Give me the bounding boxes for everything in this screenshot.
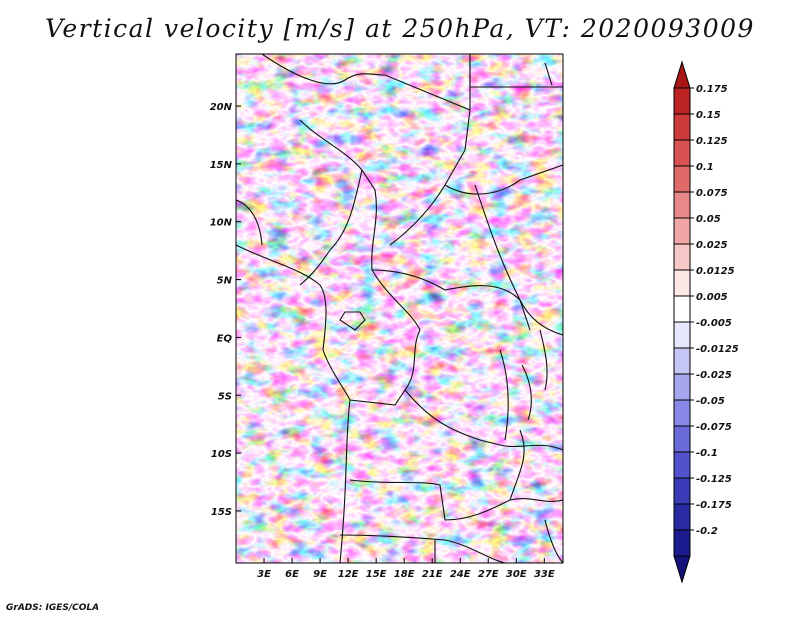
colorbar-label: -0.075 xyxy=(696,422,732,433)
country-borders xyxy=(236,54,563,563)
colorbar-label: 0.15 xyxy=(696,110,721,121)
border-line xyxy=(236,244,351,401)
border-line xyxy=(519,299,563,336)
map-frame xyxy=(235,53,564,564)
lat-tick-label: 15N xyxy=(210,160,233,171)
lat-tick-label: 15S xyxy=(211,507,232,518)
border-line xyxy=(389,54,471,246)
colorbar-label: 0.075 xyxy=(696,188,728,199)
colorbar-swatch xyxy=(673,373,691,401)
chart-title: Vertical velocity [m/s] at 250hPa, VT: 2… xyxy=(45,14,755,43)
colorbar-swatch xyxy=(673,87,691,115)
colorbar-swatch xyxy=(673,139,691,167)
colorbar-label: 0.025 xyxy=(696,240,728,251)
colorbar-swatch xyxy=(673,503,691,531)
border-line xyxy=(544,62,553,86)
lon-tick-label: 27E xyxy=(478,569,499,580)
lat-tick-label: 10S xyxy=(211,449,232,460)
border-line xyxy=(521,364,532,421)
colorbar-label: -0.025 xyxy=(696,370,732,381)
longitude-axis: 3E 6E 9E 12E 15E 18E 21E 24E 27E 30E 33E xyxy=(257,558,555,580)
latitude-axis: 20N 15N 10N 5N EQ 5S 10S 15S xyxy=(210,102,241,518)
colorbar-label: -0.0125 xyxy=(696,344,739,355)
lat-tick-label: 20N xyxy=(210,102,233,113)
colorbar-label: -0.005 xyxy=(696,318,732,329)
border-line xyxy=(544,519,563,563)
colorbar-label: -0.125 xyxy=(696,474,732,485)
colorbar-swatch xyxy=(673,113,691,141)
lon-tick-label: 21E xyxy=(422,569,443,580)
colorbar-swatch xyxy=(673,217,691,245)
border-line xyxy=(261,54,471,111)
lon-tick-label: 30E xyxy=(506,569,527,580)
colorbar-swatch xyxy=(673,529,691,557)
colorbar-swatch xyxy=(673,477,691,505)
border-line xyxy=(469,54,563,88)
lat-tick-label: 10N xyxy=(210,218,233,229)
colorbar-swatch xyxy=(673,295,691,323)
lon-tick-label: 3E xyxy=(257,569,271,580)
lon-tick-label: 15E xyxy=(366,569,387,580)
border-line xyxy=(339,399,351,563)
colorbar-swatch xyxy=(673,243,691,271)
lon-tick-label: 18E xyxy=(394,569,415,580)
colorbar-swatch xyxy=(673,425,691,453)
map-panel xyxy=(235,53,564,564)
lon-tick-label: 12E xyxy=(338,569,359,580)
border-line xyxy=(349,479,446,521)
border-line xyxy=(299,169,363,286)
border-line xyxy=(349,389,406,406)
border-line xyxy=(299,119,377,271)
border-line xyxy=(539,329,548,391)
border-line xyxy=(339,311,366,331)
lon-tick-label: 24E xyxy=(450,569,471,580)
colorbar-label: 0.125 xyxy=(696,136,728,147)
colorbar-label: 0.0125 xyxy=(696,266,735,277)
colorbar-label: 0.1 xyxy=(696,162,714,173)
border-line xyxy=(236,199,263,246)
colorbar-label: 0.175 xyxy=(696,84,728,95)
border-line xyxy=(509,429,525,501)
colorbar-label: 0.005 xyxy=(696,292,728,303)
border-line xyxy=(404,389,563,451)
colorbar-swatch xyxy=(673,165,691,193)
colorbar-label: -0.2 xyxy=(696,526,718,537)
colorbar-swatch xyxy=(673,191,691,219)
border-line xyxy=(474,184,531,331)
colorbar-swatch xyxy=(673,399,691,427)
border-line xyxy=(444,498,563,521)
velocity-field xyxy=(236,54,563,563)
colorbar-label: -0.1 xyxy=(696,448,718,459)
lon-tick-label: 33E xyxy=(534,569,555,580)
colorbar-label: -0.05 xyxy=(696,396,725,407)
border-line xyxy=(371,269,421,391)
colorbar-swatch xyxy=(673,269,691,297)
colorbar-swatch xyxy=(673,321,691,349)
colorbar-label: 0.05 xyxy=(696,214,721,225)
lat-tick-label: 5N xyxy=(217,276,233,287)
border-line xyxy=(371,269,521,301)
colorbar-arrow-bottom xyxy=(673,555,691,584)
lon-tick-label: 6E xyxy=(285,569,299,580)
lon-tick-label: 9E xyxy=(313,569,327,580)
colorbar-swatch xyxy=(673,347,691,375)
colorbar: 0.175 0.15 0.125 0.1 0.075 0.05 0.025 0.0125 0.0… xyxy=(673,60,739,584)
colorbar-arrow-top xyxy=(673,60,691,89)
lat-tick-label: 5S xyxy=(218,391,232,402)
border-line xyxy=(499,349,509,441)
border-line xyxy=(339,534,506,563)
border-line xyxy=(444,164,563,195)
lat-tick-label: EQ xyxy=(217,333,233,344)
colorbar-swatch xyxy=(673,451,691,479)
grads-credit: GrADS: IGES/COLA xyxy=(6,603,100,613)
colorbar-label: -0.175 xyxy=(696,500,732,511)
